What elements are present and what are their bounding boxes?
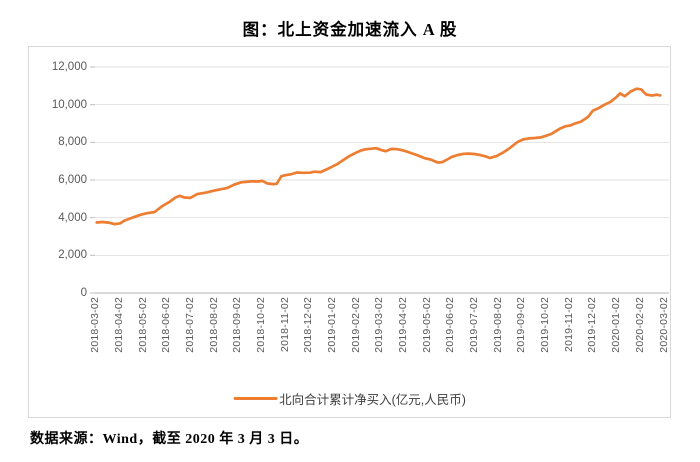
x-axis-tick-label: 2018-06-02 xyxy=(160,297,175,367)
x-axis-tick-label-text: 2019-02-02 xyxy=(349,297,362,353)
x-axis-tick-label: 2018-09-02 xyxy=(231,297,246,367)
x-axis-tick-label-text: 2019-03-02 xyxy=(373,297,386,353)
x-axis-tick-label-text: 2019-08-02 xyxy=(491,297,504,353)
x-axis-tick-label: 2019-07-02 xyxy=(468,297,483,367)
x-axis-tick-label-text: 2018-09-02 xyxy=(231,297,244,353)
x-axis-tick-label: 2019-10-02 xyxy=(539,297,554,367)
x-axis-tick-label: 2019-02-02 xyxy=(350,297,365,367)
x-axis-tick-label: 2018-08-02 xyxy=(208,297,223,367)
x-axis-tick-label-text: 2018-06-02 xyxy=(160,297,173,353)
x-axis-tick-label: 2018-12-02 xyxy=(302,297,317,367)
x-axis-tick-label-text: 2020-03-02 xyxy=(657,297,670,353)
x-axis-tick-label: 2019-05-02 xyxy=(421,297,436,367)
legend-line-swatch xyxy=(233,397,278,400)
x-axis-tick-label-text: 2019-06-02 xyxy=(444,297,457,353)
x-axis-tick-label-text: 2019-05-02 xyxy=(420,297,433,353)
x-axis-tick-label: 2019-08-02 xyxy=(492,297,507,367)
x-axis-tick-label-text: 2018-11-02 xyxy=(278,297,291,352)
x-axis-tick-label: 2019-01-02 xyxy=(326,297,341,367)
x-axis-tick-label: 2018-03-02 xyxy=(89,297,104,367)
x-axis-tick-label: 2018-04-02 xyxy=(113,297,128,367)
chart-frame: 0 2,000 4,000 6,000 8,000 10,000 12,000 2018-0… xyxy=(28,46,671,418)
x-axis-tick-label: 2020-03-02 xyxy=(658,297,673,367)
legend-label: 北向合计累计净买入(亿元,人民币) xyxy=(279,393,466,407)
x-axis-tick-label-text: 2019-09-02 xyxy=(515,297,528,353)
x-axis-tick-label-text: 2018-03-02 xyxy=(89,297,102,353)
x-axis-tick-label: 2018-05-02 xyxy=(137,297,152,367)
x-axis-tick-label-text: 2018-12-02 xyxy=(302,297,315,353)
source-note: 数据来源：Wind，截至 2020 年 3 月 3 日。 xyxy=(30,432,309,447)
x-axis-tick-label: 2020-02-02 xyxy=(634,297,649,367)
chart-title: 图：北上资金加速流入 A 股 xyxy=(242,20,458,39)
legend: 北向合计累计净买入(亿元,人民币) xyxy=(233,389,466,408)
x-axis-tick-label-text: 2019-01-02 xyxy=(326,297,338,353)
x-axis-tick-label-text: 2018-08-02 xyxy=(207,297,220,353)
x-axis-tick-label-text: 2019-10-02 xyxy=(539,297,552,353)
x-axis-tick-label: 2019-03-02 xyxy=(373,297,388,367)
x-axis-tick-label: 2019-04-02 xyxy=(397,297,412,367)
y-axis-tick-label: 10,000 xyxy=(51,98,87,111)
x-axis-tick-label: 2018-10-02 xyxy=(255,297,270,367)
y-axis-tick-label: 12,000 xyxy=(51,61,87,73)
x-axis-tick-label: 2020-01-02 xyxy=(610,297,625,367)
y-axis-tick-label: 6,000 xyxy=(58,174,87,186)
x-axis-tick-label: 2019-12-02 xyxy=(586,297,601,367)
plot-area xyxy=(90,66,669,294)
x-axis-tick-label-text: 2020-02-02 xyxy=(633,297,646,353)
x-axis-tick-label: 2018-07-02 xyxy=(184,297,199,367)
x-axis-tick-label: 2019-11-02 xyxy=(563,297,578,367)
x-axis-tick-label: 2018-11-02 xyxy=(279,297,294,367)
y-axis-tick-label: 2,000 xyxy=(58,249,87,262)
x-axis-tick-label-text: 2018-04-02 xyxy=(112,297,125,353)
x-axis-tick-label-text: 2019-07-02 xyxy=(468,297,481,353)
y-axis-tick-label: 0 xyxy=(80,287,87,299)
x-axis-tick-label-text: 2018-05-02 xyxy=(136,297,149,353)
y-axis-tick-label: 4,000 xyxy=(58,211,87,224)
x-axis-tick-label-text: 2019-04-02 xyxy=(397,297,410,353)
x-axis-tick-label-text: 2018-07-02 xyxy=(183,297,196,353)
x-axis-tick-label-text: 2018-10-02 xyxy=(254,297,267,353)
x-axis-tick-label: 2019-06-02 xyxy=(444,297,459,367)
x-axis-tick-label-text: 2019-11-02 xyxy=(562,297,575,352)
line-series xyxy=(95,87,662,226)
x-axis-tick-label-text: 2019-12-02 xyxy=(586,297,599,353)
x-axis-tick-label: 2019-09-02 xyxy=(515,297,530,367)
x-axis-tick-label-text: 2020-01-02 xyxy=(610,297,623,353)
y-axis-tick-label: 8,000 xyxy=(58,136,87,149)
